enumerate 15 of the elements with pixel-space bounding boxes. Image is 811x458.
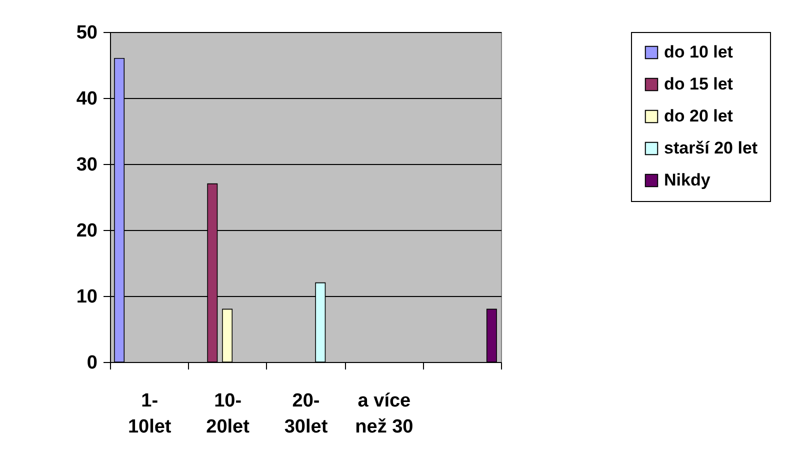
x-tick-label: 10- 20let <box>206 390 250 438</box>
legend-label: do 15 let <box>664 74 734 94</box>
y-tick-label: 30 <box>76 154 98 176</box>
y-tick-label: 20 <box>76 220 98 242</box>
y-tick-label: 0 <box>86 352 98 374</box>
x-tick-label: 20- 30let <box>284 390 328 438</box>
legend-label: do 20 let <box>664 106 734 126</box>
legend-label: Nikdy <box>664 170 711 190</box>
legend-label: starší 20 let <box>664 138 758 158</box>
y-tick-label: 10 <box>76 286 98 308</box>
x-tick-label: 1- 10let <box>128 390 172 438</box>
legend-label: do 10 let <box>664 42 734 62</box>
y-tick-label: 40 <box>76 88 98 110</box>
x-tick-label: a více než 30 <box>355 390 414 438</box>
y-tick-label: 50 <box>76 22 98 44</box>
